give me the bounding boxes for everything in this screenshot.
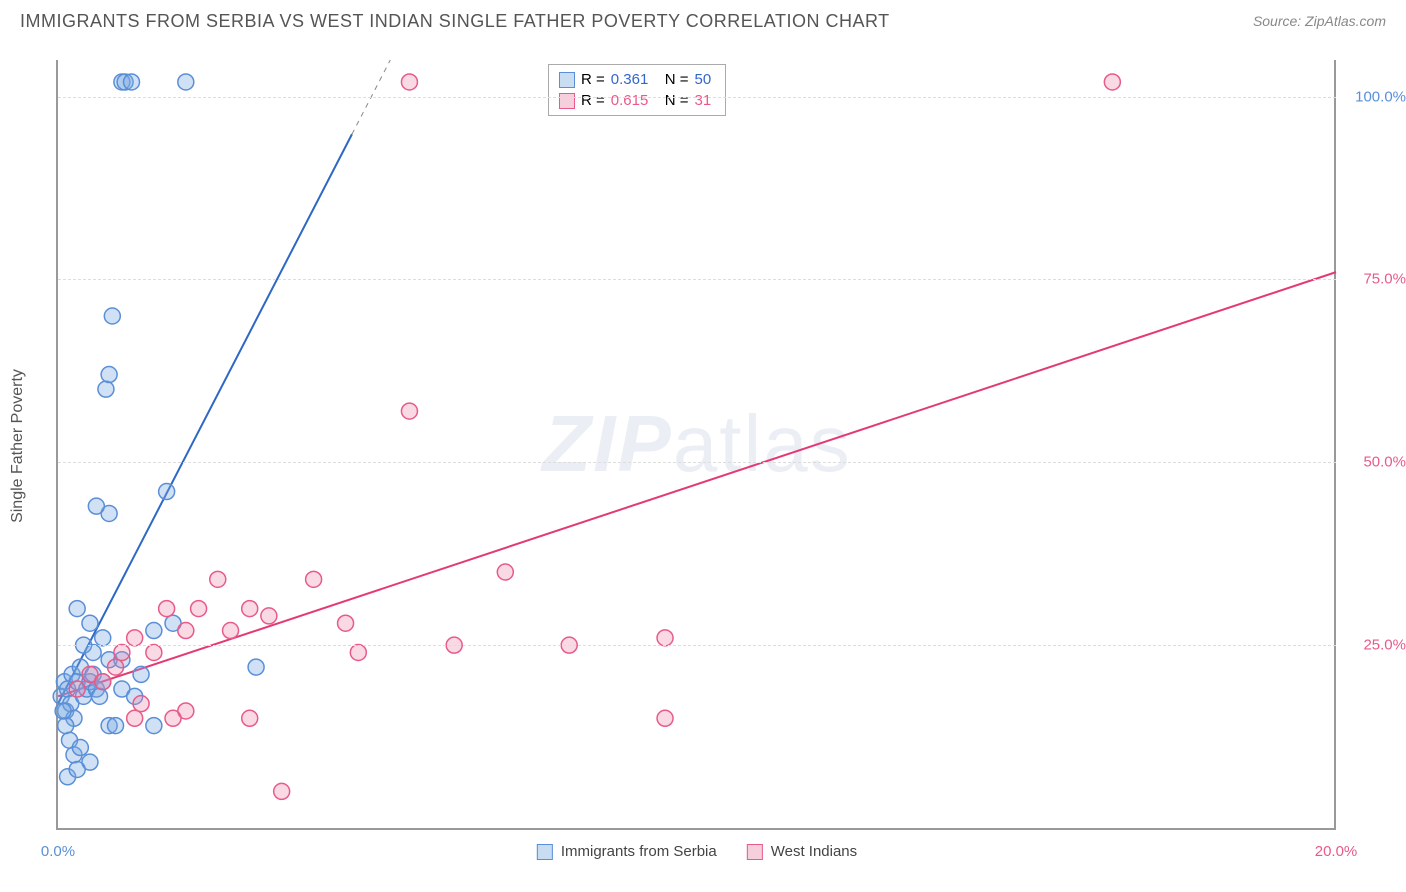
- stats-swatch-1: [559, 93, 575, 109]
- n-label-1: N =: [665, 92, 689, 109]
- gridline-y: [58, 462, 1336, 463]
- n-value-1: 31: [695, 92, 715, 109]
- series-legend-item-0: Immigrants from Serbia: [537, 843, 717, 860]
- y-axis-title: Single Father Poverty: [9, 369, 27, 523]
- stats-legend-row-0: R = 0.361 N = 50: [559, 69, 715, 90]
- chart-svg: [58, 60, 1336, 828]
- series-legend: Immigrants from Serbia West Indians: [537, 843, 857, 860]
- r-label-1: R =: [581, 92, 605, 109]
- r-label-0: R =: [581, 71, 605, 88]
- stats-legend: R = 0.361 N = 50 R = 0.615 N = 31: [548, 64, 726, 116]
- r-value-0: 0.361: [611, 71, 659, 88]
- y-tick-label: 100.0%: [1355, 88, 1406, 105]
- x-tick-label: 20.0%: [1315, 843, 1358, 860]
- stats-legend-row-1: R = 0.615 N = 31: [559, 90, 715, 111]
- n-label-0: N =: [665, 71, 689, 88]
- gridline-y: [58, 279, 1336, 280]
- r-value-1: 0.615: [611, 92, 659, 109]
- series-label-0: Immigrants from Serbia: [561, 843, 717, 860]
- series-swatch-1: [747, 844, 763, 860]
- plot-area: ZIPatlas R = 0.361 N = 50 R = 0.615 N = …: [56, 60, 1336, 830]
- chart-header: IMMIGRANTS FROM SERBIA VS WEST INDIAN SI…: [0, 0, 1406, 42]
- n-value-0: 50: [695, 71, 715, 88]
- chart-source: Source: ZipAtlas.com: [1253, 13, 1386, 29]
- series-legend-item-1: West Indians: [747, 843, 857, 860]
- stats-swatch-0: [559, 72, 575, 88]
- gridline-y: [58, 97, 1336, 98]
- y-tick-label: 50.0%: [1363, 454, 1406, 471]
- chart-title: IMMIGRANTS FROM SERBIA VS WEST INDIAN SI…: [20, 11, 890, 32]
- y-tick-label: 25.0%: [1363, 637, 1406, 654]
- series-swatch-0: [537, 844, 553, 860]
- series-label-1: West Indians: [771, 843, 857, 860]
- gridline-y: [58, 645, 1336, 646]
- x-tick-label: 0.0%: [41, 843, 75, 860]
- y-tick-label: 75.0%: [1363, 271, 1406, 288]
